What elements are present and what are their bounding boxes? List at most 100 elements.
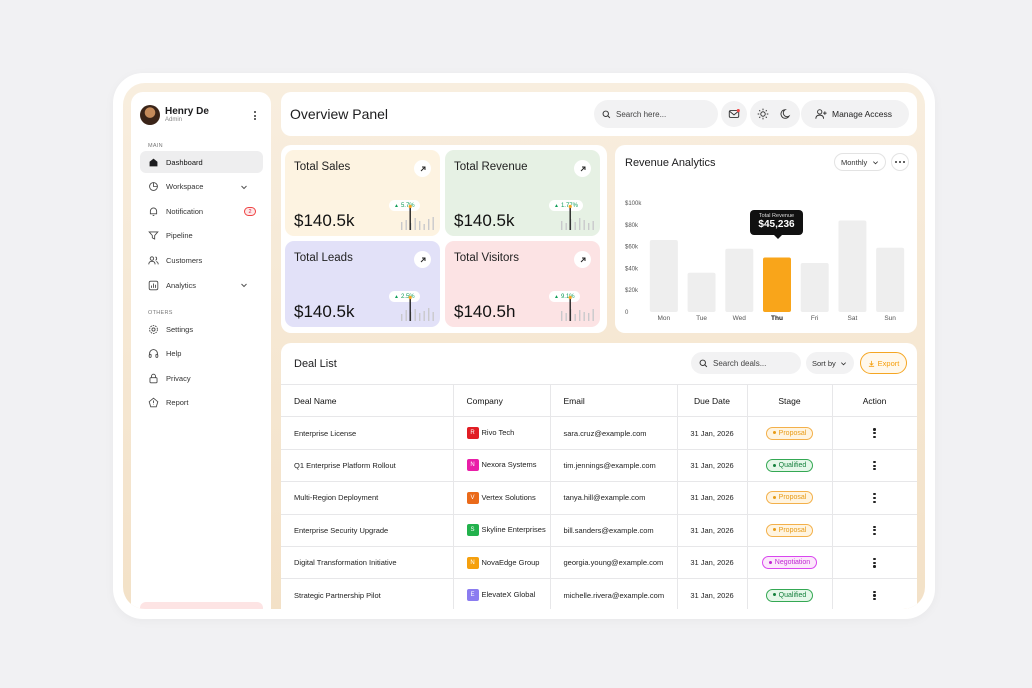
column-header-deal-name[interactable]: Deal Name <box>281 383 454 417</box>
email[interactable]: tanya.hill@example.com <box>550 481 678 515</box>
open-arrow-button[interactable] <box>574 160 591 177</box>
total-visitors-card[interactable]: Total Visitors ▲ 9.1% $140.5h <box>445 241 600 327</box>
x-tick-label: Sun <box>884 315 896 322</box>
search-input[interactable]: Search here... <box>594 100 718 128</box>
spark-bar <box>405 310 407 321</box>
table-row[interactable]: Q1 Enterprise Platform Rollout N Nexora Sy… <box>281 448 917 482</box>
company-name: ElevateX Global <box>481 590 536 600</box>
table-row[interactable]: Digital Transformation Initiative N NovaEd… <box>281 545 917 579</box>
sort-by-label: Sort by <box>812 358 836 368</box>
column-header-due-date[interactable]: Due Date <box>677 383 748 417</box>
arrow-up-right-icon <box>580 166 585 171</box>
spark-marker-dot <box>568 295 572 300</box>
theme-toggle[interactable] <box>750 100 800 128</box>
change-value: 9.1% <box>560 293 575 300</box>
bar-sat[interactable] <box>838 220 867 312</box>
mail-button[interactable] <box>721 101 747 127</box>
sidebar-item-pipeline[interactable]: Pipeline <box>140 225 263 247</box>
sidebar-item-settings[interactable]: Settings <box>140 318 263 340</box>
total-leads-card[interactable]: Total Leads ▲ 2.5% $140.5k <box>285 241 440 327</box>
y-tick-label: $60k <box>625 245 639 251</box>
sidebar-item-label: Report <box>166 398 189 408</box>
manage-access-button[interactable]: Manage Access <box>801 100 909 128</box>
alert-icon <box>148 397 159 408</box>
export-button[interactable]: Export <box>860 352 907 374</box>
bar-mon[interactable] <box>649 240 678 312</box>
sidebar-item-label: Analytics <box>166 280 197 290</box>
stage-cell: Qualified <box>747 448 833 482</box>
email[interactable]: bill.sanders@example.com <box>550 513 678 547</box>
sidebar-item-notification[interactable]: Notification 2 <box>140 200 263 222</box>
x-tick-label: Thu <box>771 315 783 322</box>
chevron-down-icon[interactable] <box>240 183 248 191</box>
users-icon <box>148 256 159 265</box>
row-actions-icon[interactable] <box>873 493 876 503</box>
spark-bar <box>592 309 594 321</box>
deal-name: Q1 Enterprise Platform Rollout <box>281 448 454 482</box>
open-arrow-button[interactable] <box>414 251 431 268</box>
email[interactable]: tim.jennings@example.com <box>550 448 678 482</box>
stage-cell: Proposal <box>747 416 833 450</box>
column-header-stage[interactable]: Stage <box>747 383 833 417</box>
bar-sun[interactable] <box>876 247 905 312</box>
bar-tue[interactable] <box>687 272 716 312</box>
more-options-button[interactable] <box>891 153 909 171</box>
spark-marker-dot <box>408 295 412 300</box>
sort-by-button[interactable]: Sort by <box>806 352 854 374</box>
deal-name: Digital Transformation Initiative <box>281 545 454 579</box>
sidebar-item-dashboard[interactable]: Dashboard <box>140 151 263 173</box>
app-window: Henry De Admin MAIN Dashboard Workspace No… <box>123 83 925 609</box>
row-actions-icon[interactable] <box>873 428 876 438</box>
sidebar-item-analytics[interactable]: Analytics <box>140 274 263 296</box>
sun-icon[interactable] <box>757 108 769 120</box>
chevron-down-icon[interactable] <box>240 281 248 289</box>
column-header-email[interactable]: Email <box>550 383 678 417</box>
spark-bar <box>428 308 430 321</box>
row-actions-icon[interactable] <box>873 557 876 568</box>
table-row[interactable]: Multi-Region Deployment V Vertex Solutions… <box>281 481 917 515</box>
action-cell <box>832 545 917 579</box>
sparkline <box>401 295 434 321</box>
sidebar-item-report[interactable]: Report <box>140 392 263 414</box>
open-arrow-button[interactable] <box>414 160 431 177</box>
column-header-company[interactable]: Company <box>453 383 551 417</box>
total-sales-card[interactable]: Total Sales ▲ 5.7% $140.5k <box>285 150 440 236</box>
column-header-action[interactable]: Action <box>832 383 917 417</box>
bar-thu[interactable] <box>763 257 791 313</box>
period-select[interactable]: Monthly <box>834 153 886 171</box>
open-arrow-button[interactable] <box>574 251 591 268</box>
table-row[interactable]: Enterprise Security Upgrade S Skyline Ente… <box>281 513 917 547</box>
bar-fri[interactable] <box>800 262 829 312</box>
sidebar-item-customers[interactable]: Customers <box>140 249 263 271</box>
table-row[interactable]: Enterprise License R Rivo Tech sara.cruz@ex… <box>281 416 917 450</box>
email[interactable]: michelle.rivera@example.com <box>550 578 678 609</box>
stage-badge: Proposal <box>765 426 814 440</box>
spark-marker-dot <box>568 204 572 209</box>
total-revenue-card[interactable]: Total Revenue▲1.77%$140.5k <box>445 150 600 236</box>
user-name: Henry De <box>165 106 209 117</box>
bar-wed[interactable] <box>725 248 754 312</box>
profile-menu-icon[interactable] <box>253 111 257 120</box>
email[interactable]: georgia.young@example.com <box>550 545 678 579</box>
sidebar-item-help[interactable]: Help <box>140 343 263 365</box>
stat-title: Total Revenue <box>454 161 528 173</box>
sidebar-item-privacy[interactable]: Privacy <box>140 367 263 389</box>
row-actions-icon[interactable] <box>873 460 876 471</box>
email[interactable]: sara.cruz@example.com <box>550 416 678 450</box>
sidebar-item-workspace[interactable]: Workspace <box>140 176 263 198</box>
table-row[interactable]: Strategic Partnership Pilot E ElevateX Glo… <box>281 578 917 609</box>
row-actions-icon[interactable] <box>873 590 876 601</box>
x-tick-label: Tue <box>696 315 707 322</box>
row-actions-icon[interactable] <box>873 525 876 536</box>
logout-button[interactable] <box>140 602 263 609</box>
due-date: 31 Jan, 2026 <box>677 448 748 482</box>
chart-tooltip: Total Revenue $45,236 <box>750 210 803 239</box>
y-tick-label: 0 <box>625 310 629 316</box>
sidebar-item-label: Customers <box>166 255 203 265</box>
trend-up-icon: ▲ <box>394 202 399 209</box>
sidebar-item-label: Privacy <box>166 373 191 383</box>
company-logo: E <box>466 589 479 602</box>
user-profile[interactable]: Henry De Admin <box>140 105 262 127</box>
moon-icon[interactable] <box>780 108 792 120</box>
deal-search-input[interactable]: Search deals... <box>691 352 801 374</box>
